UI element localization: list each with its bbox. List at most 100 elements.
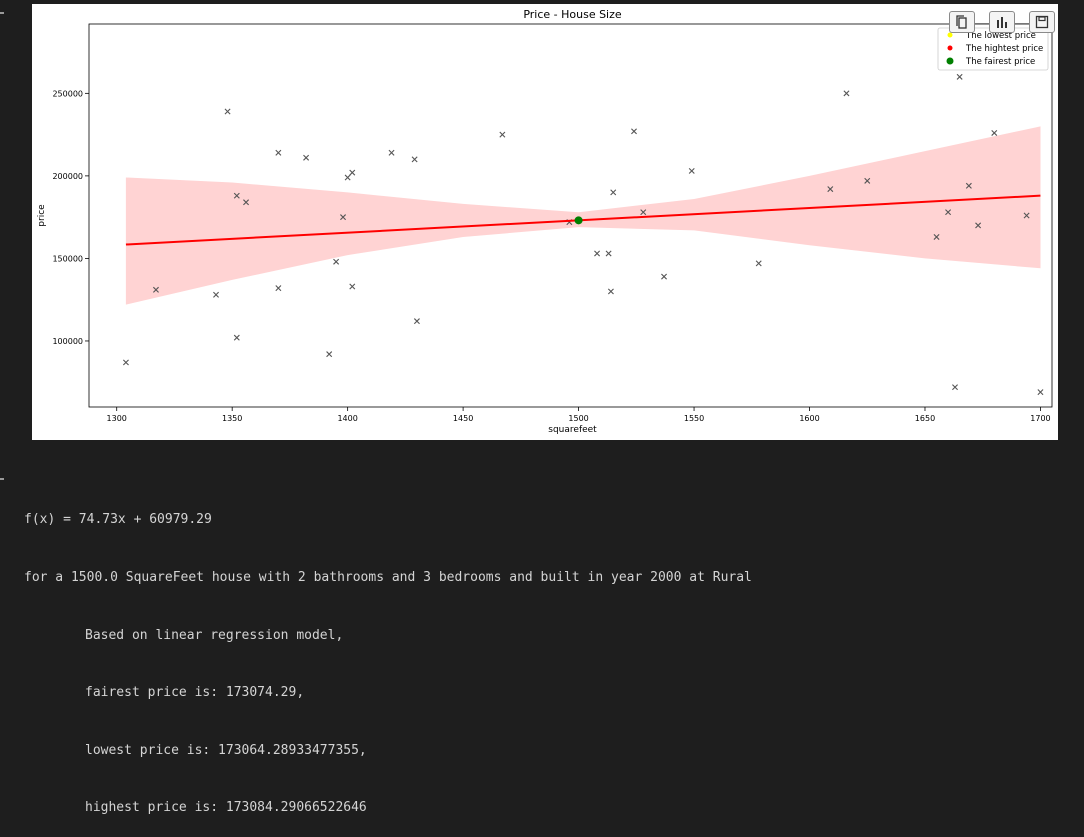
highest-line: highest price is: 173084.29066522646 [85,800,367,816]
data-point-mark [864,177,871,184]
data-point [631,128,637,135]
data-point [965,182,972,189]
data-point [275,285,282,292]
save-button[interactable] [1029,11,1055,33]
data-point-mark [991,129,998,136]
data-point-mark [843,90,850,97]
data-point-mark [344,174,351,181]
data-point [349,283,356,290]
data-point [499,131,506,138]
data-point-mark [1023,212,1030,219]
data-point-mark [956,73,963,80]
x-tick-label: 1450 [453,414,473,423]
data-point-mark [933,233,940,240]
data-point [661,273,668,280]
x-tick-label: 1650 [915,414,935,423]
data-point-mark [326,351,333,358]
data-point [864,177,871,184]
data-point [843,90,850,97]
cell-marker [0,12,4,14]
data-point-mark [411,156,418,163]
data-point [688,167,695,174]
data-point-mark [233,192,240,199]
data-point-mark [965,182,972,189]
data-point-mark [605,250,612,257]
data-point-mark [303,154,310,161]
x-tick-label: 1400 [337,414,357,423]
data-point-mark [661,273,668,280]
data-point-mark [688,167,695,174]
data-point [340,214,347,221]
plot-output: Price - House Size 1300 1350 1400 1450 1500 15… [32,4,1058,440]
summary-line: for a 1500.0 SquareFeet house with 2 bat… [24,570,752,586]
data-point [388,149,395,156]
data-point-mark [233,334,240,341]
data-point [991,129,998,136]
data-point [1037,389,1044,396]
model-line: Based on linear regression model, [85,627,344,643]
data-point [122,359,129,366]
data-point [243,199,250,206]
legend-label: The lowest price [965,31,1036,41]
data-point-mark [755,260,762,267]
data-point [413,318,420,325]
data-point-mark [413,318,420,325]
data-point-mark [610,189,617,196]
legend-marker [947,32,953,38]
data-point [213,291,220,298]
data-point-mark [952,384,958,391]
data-point-mark [607,288,614,295]
legend-marker [947,45,953,51]
legend-label: The hightest price [965,44,1043,54]
data-point [975,222,982,229]
y-axis-label: price [37,204,47,227]
data-point [275,149,282,156]
x-tick-label: 1350 [222,414,242,423]
data-point [610,189,617,196]
data-point [640,209,647,216]
cell-marker [0,478,4,480]
data-point-mark [594,250,601,257]
chart-button[interactable] [989,11,1015,33]
y-tick-label: 100000 [52,337,83,346]
data-point-mark [640,209,647,216]
data-point-mark [1037,389,1044,396]
save-icon [1035,15,1049,29]
data-point [152,286,159,293]
x-tick-label: 1550 [684,414,704,423]
data-point [333,258,340,265]
x-axis-label: squarefeet [548,425,597,435]
data-point [411,156,418,163]
data-point [594,250,601,257]
data-point-mark [333,258,340,265]
data-point [956,73,963,80]
x-tick-label: 1700 [1030,414,1050,423]
data-point-mark [827,186,834,193]
data-point [233,192,240,199]
copy-button[interactable] [949,11,975,33]
data-point [607,288,614,295]
highlight-point [574,216,583,225]
data-point-mark [224,108,231,115]
data-point [827,186,834,193]
legend: The lowest price The hightest price The fa… [937,27,1049,71]
data-point-mark [631,128,637,135]
bar-chart-icon [997,17,1007,28]
data-point [326,351,333,358]
data-point [344,174,351,181]
legend-marker [946,57,954,65]
data-point-mark [349,283,356,290]
data-point [224,108,231,115]
legend-label: The fairest price [965,57,1035,67]
data-point [945,209,952,216]
copy-icon [956,15,967,29]
data-point-mark [122,359,129,366]
data-point-mark [275,285,282,292]
data-point-mark [152,286,159,293]
plot-toolbar [949,10,1055,34]
data-point-mark [945,209,952,216]
axes-frame [88,23,1053,408]
x-tick-label: 1300 [107,414,127,423]
lowest-line: lowest price is: 173064.28933477355, [85,742,367,758]
y-tick-label: 150000 [52,254,83,263]
